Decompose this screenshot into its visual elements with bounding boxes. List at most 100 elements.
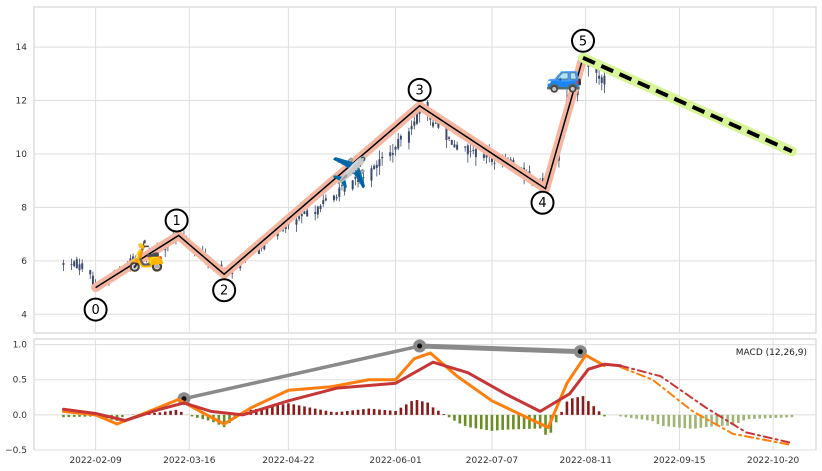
histogram-bar — [688, 414, 692, 429]
histogram-bar — [581, 396, 585, 415]
histogram-bar — [201, 414, 205, 420]
candle-body — [482, 154, 485, 158]
price-y-tick-label: 4 — [21, 310, 27, 320]
histogram-bar — [538, 414, 542, 429]
candle-body — [381, 157, 384, 159]
histogram-bar — [228, 414, 231, 423]
price-y-tick-label: 10 — [16, 150, 28, 160]
price-y-tick-label: 14 — [16, 43, 28, 53]
histogram-bar — [790, 414, 794, 418]
wave-label-text: 3 — [416, 83, 424, 98]
histogram-bar — [410, 401, 413, 415]
x-tick-label: 2022-02-09 — [69, 456, 122, 466]
histogram-bar — [635, 414, 638, 419]
histogram-bar — [356, 409, 360, 415]
x-tick-label: 2022-04-22 — [262, 456, 314, 466]
candle-body — [407, 131, 410, 143]
histogram-bar — [737, 414, 740, 423]
histogram-bar — [490, 414, 494, 431]
histogram-bar — [324, 410, 328, 415]
histogram-bar — [667, 414, 671, 427]
histogram-bar — [67, 414, 71, 418]
histogram-bar — [742, 414, 745, 421]
candle-body — [598, 75, 601, 79]
histogram-bar — [758, 414, 762, 419]
histogram-bar — [651, 414, 654, 422]
histogram-bar — [597, 411, 601, 415]
candle-body — [448, 137, 451, 139]
indicator-legend-label: MACD (12,26,9) — [736, 348, 807, 358]
histogram-bar — [678, 414, 681, 428]
candle-body — [284, 226, 287, 230]
histogram-bar — [640, 414, 644, 420]
candle-body — [332, 195, 335, 201]
histogram-bar — [624, 414, 628, 418]
candle-body — [362, 177, 365, 179]
candle-body — [81, 263, 84, 269]
wave-label-circle — [164, 208, 189, 233]
histogram-bar — [512, 414, 515, 430]
histogram-bar — [522, 414, 526, 430]
candle-body — [359, 175, 362, 181]
candle-body — [340, 185, 343, 186]
x-axis-date-ticks: 2022-02-09 2022-03-16 2022-04-22 2022-06-01… — [69, 456, 799, 466]
indicator-y-tick-label: 1.0 — [13, 341, 28, 351]
candle-body — [474, 149, 477, 158]
histogram-bar — [276, 405, 280, 415]
histogram-bar — [62, 414, 65, 418]
candle-body — [389, 152, 392, 157]
candle-body — [490, 156, 493, 162]
indicator-y-tick-label: 0.0 — [13, 411, 28, 421]
indicator-y-tick-label: −0.5 — [5, 446, 27, 456]
divergence-line-1 — [183, 344, 421, 401]
histogram-bar — [367, 408, 371, 415]
candle-body — [351, 180, 354, 190]
histogram-bar — [619, 414, 622, 417]
candle-body — [410, 126, 413, 130]
candle-body — [493, 162, 496, 164]
histogram-bar — [313, 408, 317, 415]
candle-body — [319, 205, 322, 210]
candle-body — [464, 146, 467, 148]
airplane-icon: ✈️ — [331, 154, 368, 191]
candle-body — [399, 135, 402, 140]
candle-body — [450, 139, 453, 145]
candle-body — [322, 200, 325, 205]
histogram-bar — [517, 414, 521, 430]
histogram-bar — [570, 398, 574, 415]
indicator-panel: −0.50.00.51.0 MACD (12,26,9) 2022-02-09 2… — [5, 338, 817, 466]
wave-label-text: 4 — [538, 196, 546, 211]
histogram-bar — [415, 400, 419, 415]
candle-body — [394, 146, 397, 150]
histogram-bar — [260, 407, 263, 415]
wave-main-line — [95, 57, 584, 289]
candle-body — [472, 149, 475, 151]
histogram-bar — [319, 409, 322, 415]
histogram-bar — [190, 414, 194, 417]
histogram-bar — [383, 410, 387, 415]
histogram-bar — [442, 414, 446, 415]
histogram-bar — [720, 414, 724, 427]
histogram-bar — [372, 409, 376, 415]
histogram-bar — [362, 409, 365, 415]
candle-body — [437, 122, 440, 128]
histogram-bar — [394, 411, 397, 415]
wave-label-text: 5 — [579, 34, 587, 49]
macd-line — [61, 351, 606, 430]
macd-lines — [61, 351, 793, 447]
candle-body — [75, 259, 78, 269]
histogram-bar — [528, 414, 531, 429]
x-tick-label: 2022-07-07 — [466, 456, 518, 466]
histogram-bar — [715, 414, 719, 427]
price-y-tick-label: 12 — [16, 97, 27, 107]
wave-label-text: 0 — [91, 303, 99, 318]
candle-body — [282, 229, 285, 231]
histogram-bar — [447, 414, 451, 418]
candle-body — [303, 211, 306, 214]
indicator-y-tick-labels: −0.5 0.0 0.5 1.0 — [5, 341, 27, 456]
trend-icons: 🛵 ✈️ 🚙 — [128, 59, 583, 273]
histogram-bar — [196, 414, 199, 418]
histogram-bar — [763, 414, 767, 419]
histogram-bar — [554, 414, 558, 423]
